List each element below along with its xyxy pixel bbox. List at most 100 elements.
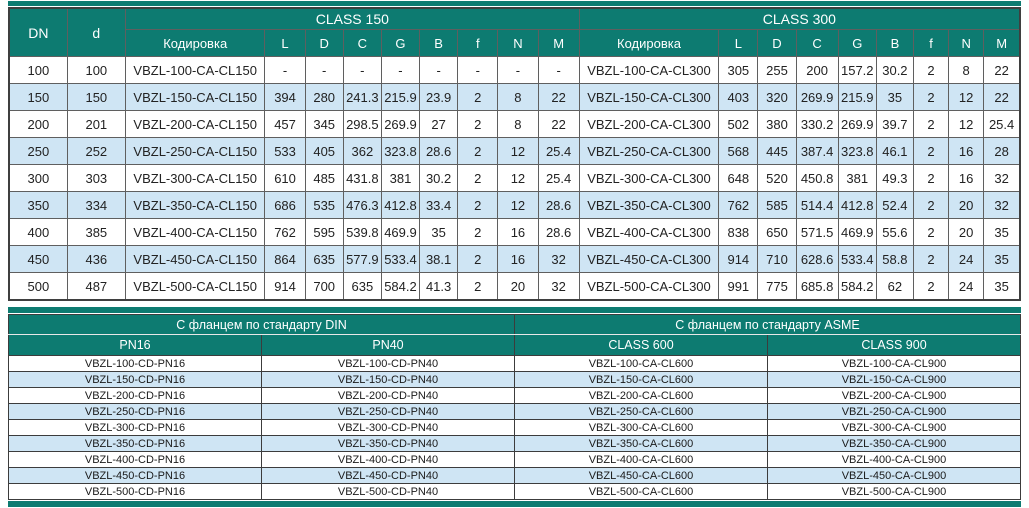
table-cell: VBZL-100-CA-CL600	[514, 355, 768, 372]
column-header-class900: CLASS 900	[767, 334, 1021, 356]
table-cell: 381	[380, 164, 421, 192]
dimensions-table-body: 100 100 VBZL-100-CA-CL150- - - - - - - - VBZL-100-…	[8, 56, 1021, 301]
table-cell: 25.4	[537, 137, 580, 165]
table-cell: 25.4	[537, 164, 580, 192]
table-cell: 2	[912, 164, 950, 192]
table-cell: 2	[912, 137, 950, 165]
table-cell: 635	[304, 245, 344, 273]
table-cell: 35	[983, 272, 1021, 301]
table-row: 250 252 VBZL-250-CA-CL150 533 405 362 323.8 28.…	[8, 137, 1021, 165]
table-cell: VBZL-450-CA-CL300	[578, 245, 720, 273]
table-cell: 584.2	[380, 272, 421, 301]
table-cell: 215.9	[380, 83, 421, 111]
table-cell: 298.5	[342, 110, 382, 138]
table-cell: 20	[497, 272, 539, 301]
table-cell: 200	[795, 56, 839, 84]
table-cell: 700	[304, 272, 344, 301]
table-cell: 32	[537, 272, 580, 301]
table-cell: VBZL-350-CA-CL300	[578, 191, 720, 219]
table-cell: 585	[757, 191, 797, 219]
table-cell: 330.2	[795, 110, 839, 138]
table-cell: 685.8	[795, 272, 839, 301]
table-cell: 41.3	[419, 272, 459, 301]
table-cell: 991	[718, 272, 759, 301]
table-cell: 385	[66, 218, 126, 246]
table-cell: 2	[457, 218, 499, 246]
table-cell: 610	[264, 164, 306, 192]
table-cell: -	[537, 56, 580, 84]
flange-codes-table-header: С фланцем по стандарту DIN С фланцем по …	[8, 314, 1021, 356]
column-header-n-class300: N	[948, 29, 985, 57]
table-cell: 469.9	[380, 218, 421, 246]
table-cell: 33.4	[419, 191, 459, 219]
table-cell: -	[304, 56, 344, 84]
table-cell: 914	[264, 272, 306, 301]
table-cell: VBZL-350-CA-CL150	[124, 191, 266, 219]
table-cell: VBZL-450-CD-PN16	[8, 467, 262, 484]
table-cell: VBZL-450-CA-CL600	[514, 467, 768, 484]
table-cell: 12	[497, 164, 539, 192]
table-cell: VBZL-450-CD-PN40	[261, 467, 515, 484]
table-cell: 280	[304, 83, 344, 111]
table-cell: VBZL-300-CD-PN16	[8, 419, 262, 436]
table-cell: 20	[948, 191, 985, 219]
dimensions-table-header: DN d CLASS 150 CLASS 300 Кодировка L D C…	[8, 7, 1021, 57]
table-cell: 577.9	[342, 245, 382, 273]
table-cell: VBZL-500-CA-CL600	[514, 483, 768, 500]
table-cell: 838	[718, 218, 759, 246]
table-cell: 710	[757, 245, 797, 273]
table-row: 400 385 VBZL-400-CA-CL150 762 595 539.8 469.9 3…	[8, 218, 1021, 246]
table-cell: 300	[8, 164, 68, 192]
table-cell: 584.2	[837, 272, 877, 301]
table-cell: -	[380, 56, 421, 84]
table-cell: 269.9	[795, 83, 839, 111]
table-cell: 476.3	[342, 191, 382, 219]
table-cell: 35	[983, 218, 1021, 246]
table-cell: 345	[304, 110, 344, 138]
flange-codes-table: С фланцем по стандарту DIN С фланцем по …	[8, 314, 1021, 500]
table-cell: VBZL-300-CA-CL150	[124, 164, 266, 192]
table-cell: 450.8	[795, 164, 839, 192]
table-cell: 2	[912, 56, 950, 84]
column-header-class600: CLASS 600	[514, 334, 768, 356]
table-cell: 35	[875, 83, 914, 111]
table-cell: VBZL-400-CA-CL900	[767, 451, 1021, 468]
table-cell: 22	[537, 83, 580, 111]
table-cell: 241.3	[342, 83, 382, 111]
table-cell: 2	[912, 218, 950, 246]
table-cell: VBZL-500-CD-PN16	[8, 483, 262, 500]
table-cell: VBZL-250-CD-PN40	[261, 403, 515, 420]
table-cell: 215.9	[837, 83, 877, 111]
column-header-f-class150: f	[457, 29, 499, 57]
table-cell: 20	[948, 218, 985, 246]
column-header-pn16: PN16	[8, 334, 262, 356]
table-cell: 2	[457, 83, 499, 111]
table-cell: 362	[342, 137, 382, 165]
column-header-d: d	[66, 7, 126, 57]
table-cell: 35	[419, 218, 459, 246]
table-cell: 387.4	[795, 137, 839, 165]
table-cell: 320	[757, 83, 797, 111]
column-header-b-class150: B	[419, 29, 459, 57]
table-cell: 334	[66, 191, 126, 219]
table-cell: 323.8	[380, 137, 421, 165]
table-cell: 2	[912, 245, 950, 273]
table-cell: 12	[948, 110, 985, 138]
table-cell: VBZL-200-CA-CL600	[514, 387, 768, 404]
table-cell: VBZL-300-CA-CL600	[514, 419, 768, 436]
table-cell: 24	[948, 245, 985, 273]
table-cell: 2	[912, 83, 950, 111]
table-cell: VBZL-200-CA-CL900	[767, 387, 1021, 404]
table-cell: VBZL-150-CA-CL900	[767, 371, 1021, 388]
table-cell: -	[419, 56, 459, 84]
table-cell: 2	[912, 272, 950, 301]
table-cell: 252	[66, 137, 126, 165]
table-row: 200 201 VBZL-200-CA-CL150 457 345 298.5 269.9 2…	[8, 110, 1021, 138]
table-cell: 150	[66, 83, 126, 111]
table-cell: VBZL-250-CD-PN16	[8, 403, 262, 420]
table-cell: 28.6	[419, 137, 459, 165]
flange-table-bottom-rule	[8, 501, 1021, 507]
table-cell: VBZL-100-CD-PN40	[261, 355, 515, 372]
table-cell: 487	[66, 272, 126, 301]
table-cell: 32	[537, 245, 580, 273]
